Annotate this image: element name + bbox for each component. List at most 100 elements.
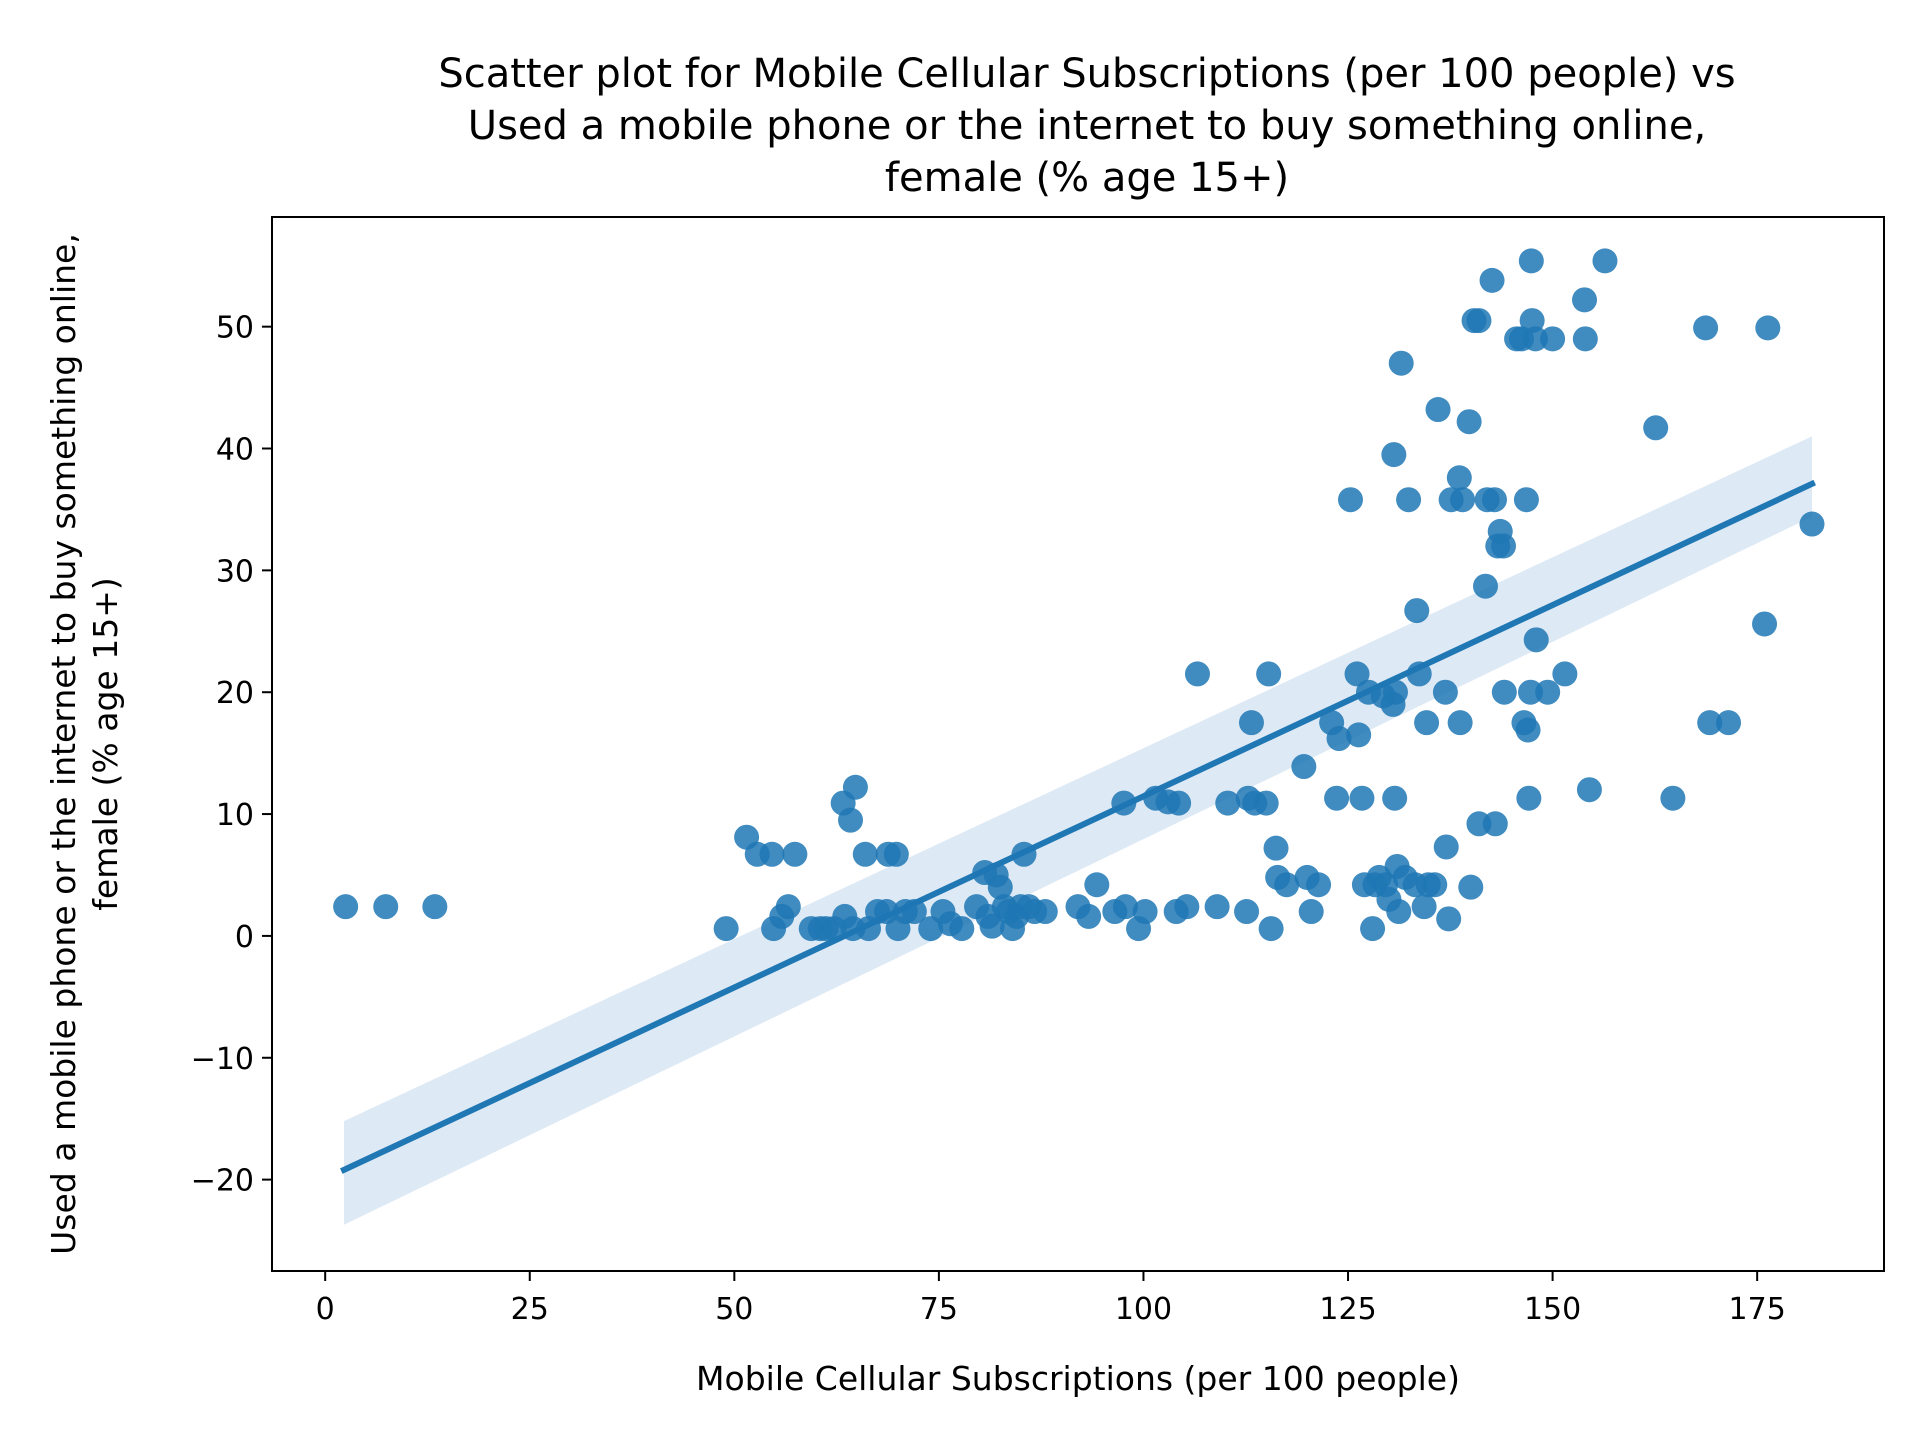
- data-point: [1572, 326, 1598, 352]
- data-point: [949, 916, 975, 942]
- x-axis-ticks: 0 25 50 75 100 125 150 175: [316, 1271, 1786, 1327]
- data-point: [1256, 661, 1282, 687]
- data-point: [1274, 872, 1300, 898]
- data-point: [883, 841, 909, 867]
- data-point: [1234, 899, 1260, 925]
- y-axis-ticks: −20 −10 0 10 20 30 40 50: [191, 311, 272, 1199]
- data-point: [1447, 710, 1473, 736]
- y-tick-label: 50: [216, 311, 254, 346]
- data-point: [1572, 287, 1598, 313]
- data-point: [1414, 710, 1440, 736]
- data-point: [1697, 710, 1723, 736]
- data-point: [1263, 835, 1289, 861]
- data-point: [1473, 573, 1499, 599]
- data-point: [1436, 906, 1462, 932]
- x-axis-label: Mobile Cellular Subscriptions (per 100 p…: [696, 1359, 1460, 1398]
- data-point: [1166, 790, 1192, 816]
- data-point: [775, 894, 801, 920]
- data-point: [1382, 785, 1408, 811]
- chart-title: Scatter plot for Mobile Cellular Subscri…: [438, 51, 1735, 201]
- data-point: [1386, 899, 1412, 925]
- data-point: [1540, 326, 1566, 352]
- data-point: [1643, 415, 1669, 441]
- data-point: [1184, 661, 1210, 687]
- data-point: [901, 899, 927, 925]
- confidence-band: [344, 436, 1812, 1225]
- data-point: [782, 841, 808, 867]
- data-point: [1258, 916, 1284, 942]
- y-tick-label: −10: [191, 1042, 254, 1077]
- data-point: [1432, 679, 1458, 705]
- points-layer: [333, 248, 1825, 942]
- plot-frame: [271, 216, 1885, 1272]
- data-point: [1552, 661, 1578, 687]
- data-point: [1349, 785, 1375, 811]
- y-tick-label: 40: [216, 433, 254, 468]
- data-point: [1404, 598, 1430, 624]
- data-point: [1360, 916, 1386, 942]
- data-point: [1518, 248, 1544, 274]
- chart-title-line-1: Scatter plot for Mobile Cellular Subscri…: [438, 51, 1735, 97]
- data-point: [1446, 465, 1472, 491]
- chart-title-line-3: female (% age 15+): [885, 155, 1289, 201]
- data-point: [1204, 894, 1230, 920]
- data-point: [1422, 872, 1448, 898]
- data-point: [987, 874, 1013, 900]
- data-point: [1458, 874, 1484, 900]
- data-point: [1291, 754, 1317, 780]
- data-point: [373, 894, 399, 920]
- data-point: [1491, 679, 1517, 705]
- data-point: [1337, 487, 1363, 513]
- y-tick-label: 20: [216, 676, 254, 711]
- x-tick-label: 75: [920, 1292, 958, 1327]
- y-tick-label: 0: [235, 920, 254, 955]
- data-point: [1456, 409, 1482, 435]
- data-point: [1513, 487, 1539, 513]
- data-point: [1523, 627, 1549, 653]
- data-point: [1518, 679, 1544, 705]
- data-point: [1516, 785, 1542, 811]
- data-point: [1011, 841, 1037, 867]
- data-point: [838, 807, 864, 833]
- data-point: [1381, 442, 1407, 468]
- data-point: [1433, 834, 1459, 860]
- data-point: [1466, 308, 1492, 334]
- x-tick-label: 150: [1524, 1292, 1581, 1327]
- data-point: [1382, 679, 1408, 705]
- data-point: [1324, 785, 1350, 811]
- data-point: [1535, 679, 1561, 705]
- data-point: [1396, 487, 1422, 513]
- data-point: [1425, 397, 1451, 423]
- y-tick-label: 30: [216, 554, 254, 589]
- data-point: [1076, 903, 1102, 929]
- data-point: [1253, 790, 1279, 816]
- x-tick-label: 175: [1729, 1292, 1786, 1327]
- data-point: [1660, 785, 1686, 811]
- data-point: [1482, 811, 1508, 837]
- data-point: [1215, 790, 1241, 816]
- data-point: [1326, 726, 1352, 752]
- data-point: [1112, 894, 1138, 920]
- x-tick-label: 25: [511, 1292, 549, 1327]
- data-point: [1306, 872, 1332, 898]
- regression-line: [340, 479, 1816, 1174]
- data-point: [979, 913, 1005, 939]
- data-point: [333, 894, 359, 920]
- data-point: [1111, 790, 1137, 816]
- chart-title-line-2: Used a mobile phone or the internet to b…: [468, 103, 1706, 149]
- data-point: [1032, 899, 1058, 925]
- data-point: [1491, 533, 1517, 559]
- confidence-band-layer: [344, 436, 1812, 1225]
- data-point: [1799, 511, 1825, 537]
- x-tick-label: 100: [1115, 1292, 1172, 1327]
- data-point: [1450, 487, 1476, 513]
- y-tick-label: −20: [191, 1164, 254, 1199]
- data-point: [1132, 899, 1158, 925]
- regression-line-layer: [340, 479, 1816, 1174]
- data-point: [422, 894, 448, 920]
- y-axis-label: Used a mobile phone or the internet to b…: [44, 233, 125, 1255]
- data-point: [1693, 315, 1719, 341]
- y-tick-label: 10: [216, 798, 254, 833]
